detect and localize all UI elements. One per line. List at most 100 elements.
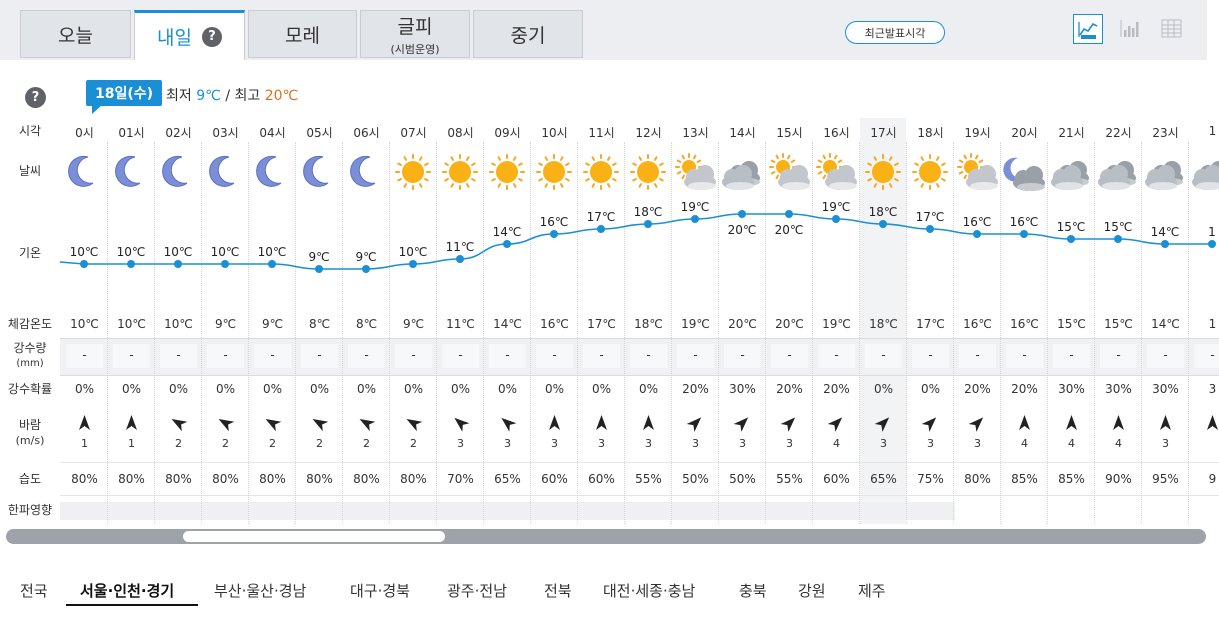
label-wind: 바람 (m/s)	[0, 418, 60, 448]
wind-arrow-icon	[1048, 414, 1095, 432]
region-active-underline	[66, 604, 198, 606]
temperature-label: 10℃	[117, 245, 146, 259]
tab-midterm[interactable]: 중기	[473, 10, 583, 58]
temperature-point	[268, 260, 276, 268]
tab-day-after[interactable]: 모레	[248, 10, 357, 58]
rain-cell	[207, 344, 244, 368]
column-divider	[953, 142, 954, 524]
rain-prob-value: 0%	[450, 382, 471, 396]
humidity-value: 9	[1208, 472, 1217, 486]
region-tab[interactable]: 대구·경북	[350, 582, 410, 600]
column-divider	[342, 142, 343, 524]
column-divider	[1141, 142, 1142, 524]
rain-prob-value: 20%	[1011, 382, 1038, 396]
help-icon[interactable]: ?	[201, 26, 222, 47]
rain-prob-value: 0%	[74, 382, 95, 396]
table-view-icon[interactable]	[1157, 14, 1187, 44]
day-badge: 18일(수)	[86, 80, 163, 114]
scrollbar-thumb[interactable]	[183, 531, 445, 542]
sun-icon	[438, 152, 485, 192]
temperature-label: 20℃	[728, 223, 757, 237]
rain-amount-value: -	[1069, 348, 1074, 362]
rain-cell	[301, 344, 338, 368]
minmax-sep: /	[225, 88, 231, 104]
sun-cloud-icon	[955, 152, 1002, 192]
wind-arrow-icon	[719, 414, 766, 432]
feels-like-value: 9℃	[402, 317, 425, 331]
max-label: 최고	[234, 88, 261, 104]
wind-speed-value: 2	[269, 437, 276, 450]
humidity-value: 85%	[1011, 472, 1038, 486]
column-divider	[718, 142, 719, 524]
line-chart-view-icon[interactable]	[1073, 14, 1103, 44]
bar-chart-view-icon[interactable]	[1116, 14, 1146, 44]
tab-tomorrow[interactable]: 내일?	[134, 10, 245, 60]
region-tab[interactable]: 서울·인천·경기	[80, 582, 175, 600]
rain-amount-value: -	[834, 348, 839, 362]
rain-prob-value: 20%	[964, 382, 991, 396]
feels-like-value: 20℃	[728, 317, 757, 331]
tab-third-day[interactable]: 글피 (시범운영)	[360, 10, 470, 58]
rain-cell	[724, 344, 761, 368]
column-divider	[812, 142, 813, 524]
sun-icon	[861, 152, 908, 192]
feels-like-value: 8℃	[355, 317, 378, 331]
temperature-point	[926, 225, 934, 233]
region-tab[interactable]: 전북	[544, 582, 572, 600]
region-tab[interactable]: 광주·전남	[447, 582, 507, 600]
rain-cell	[66, 344, 103, 368]
column-divider	[1047, 142, 1048, 524]
cloud-icon	[1049, 152, 1096, 192]
divider	[60, 495, 1219, 496]
humidity-value: 55%	[776, 472, 803, 486]
rain-prob-value: 20%	[776, 382, 803, 396]
feels-like-value: 14℃	[1151, 317, 1180, 331]
region-tab[interactable]: 충북	[739, 582, 767, 600]
tab-today[interactable]: 오늘	[20, 10, 131, 58]
rain-cell	[583, 344, 620, 368]
rain-prob-value: 30%	[1058, 382, 1085, 396]
sun-cloud-icon	[814, 152, 861, 192]
temperature-label: 17℃	[916, 210, 945, 224]
tab-day-after-label: 모레	[285, 24, 320, 47]
temperature-point	[409, 260, 417, 268]
rain-cell	[1100, 344, 1137, 368]
humidity-value: 55%	[635, 472, 662, 486]
temperature-point	[1067, 235, 1075, 243]
forecast-help-icon[interactable]: ?	[25, 87, 46, 108]
feels-like-value: 19℃	[822, 317, 851, 331]
region-tab[interactable]: 전국	[20, 582, 48, 600]
feels-like-value: 18℃	[634, 317, 663, 331]
region-tab[interactable]: 부산·울산·경남	[214, 582, 307, 600]
wind-speed-value: 3	[927, 437, 934, 450]
wind-speed-value: 3	[1162, 437, 1169, 450]
temperature-point	[503, 240, 511, 248]
region-tab[interactable]: 대전·세종·충남	[603, 582, 696, 600]
temperature-label: 15℃	[1104, 220, 1133, 234]
temperature-label: 9℃	[308, 250, 329, 264]
hour-label: 11시	[588, 126, 615, 140]
rain-amount-value: -	[82, 348, 87, 362]
rain-prob-value: 0%	[356, 382, 377, 396]
region-tab[interactable]: 강원	[798, 582, 826, 600]
temperature-label: 10℃	[70, 245, 99, 259]
divider	[60, 462, 1219, 463]
recent-announce-button[interactable]: 최근발표시각	[845, 21, 945, 44]
wind-arrow-icon	[625, 414, 672, 432]
rain-amount-value: -	[646, 348, 651, 362]
wind-speed-value: 3	[645, 437, 652, 450]
rain-cell	[865, 344, 902, 368]
wind-speed-value: 3	[786, 437, 793, 450]
hour-label: 02시	[165, 126, 192, 140]
rain-prob-value: 0%	[497, 382, 518, 396]
temperature-label: 16℃	[1010, 215, 1039, 229]
column-divider	[859, 142, 860, 524]
hour-label: 05시	[306, 126, 333, 140]
hour-label: 21시	[1058, 126, 1085, 140]
wind-arrow-icon	[437, 414, 484, 432]
humidity-value: 50%	[682, 472, 709, 486]
wind-arrow-icon	[813, 414, 860, 432]
wind-arrow-icon	[249, 414, 296, 432]
rain-cell	[912, 344, 949, 368]
region-tab[interactable]: 제주	[858, 582, 886, 600]
